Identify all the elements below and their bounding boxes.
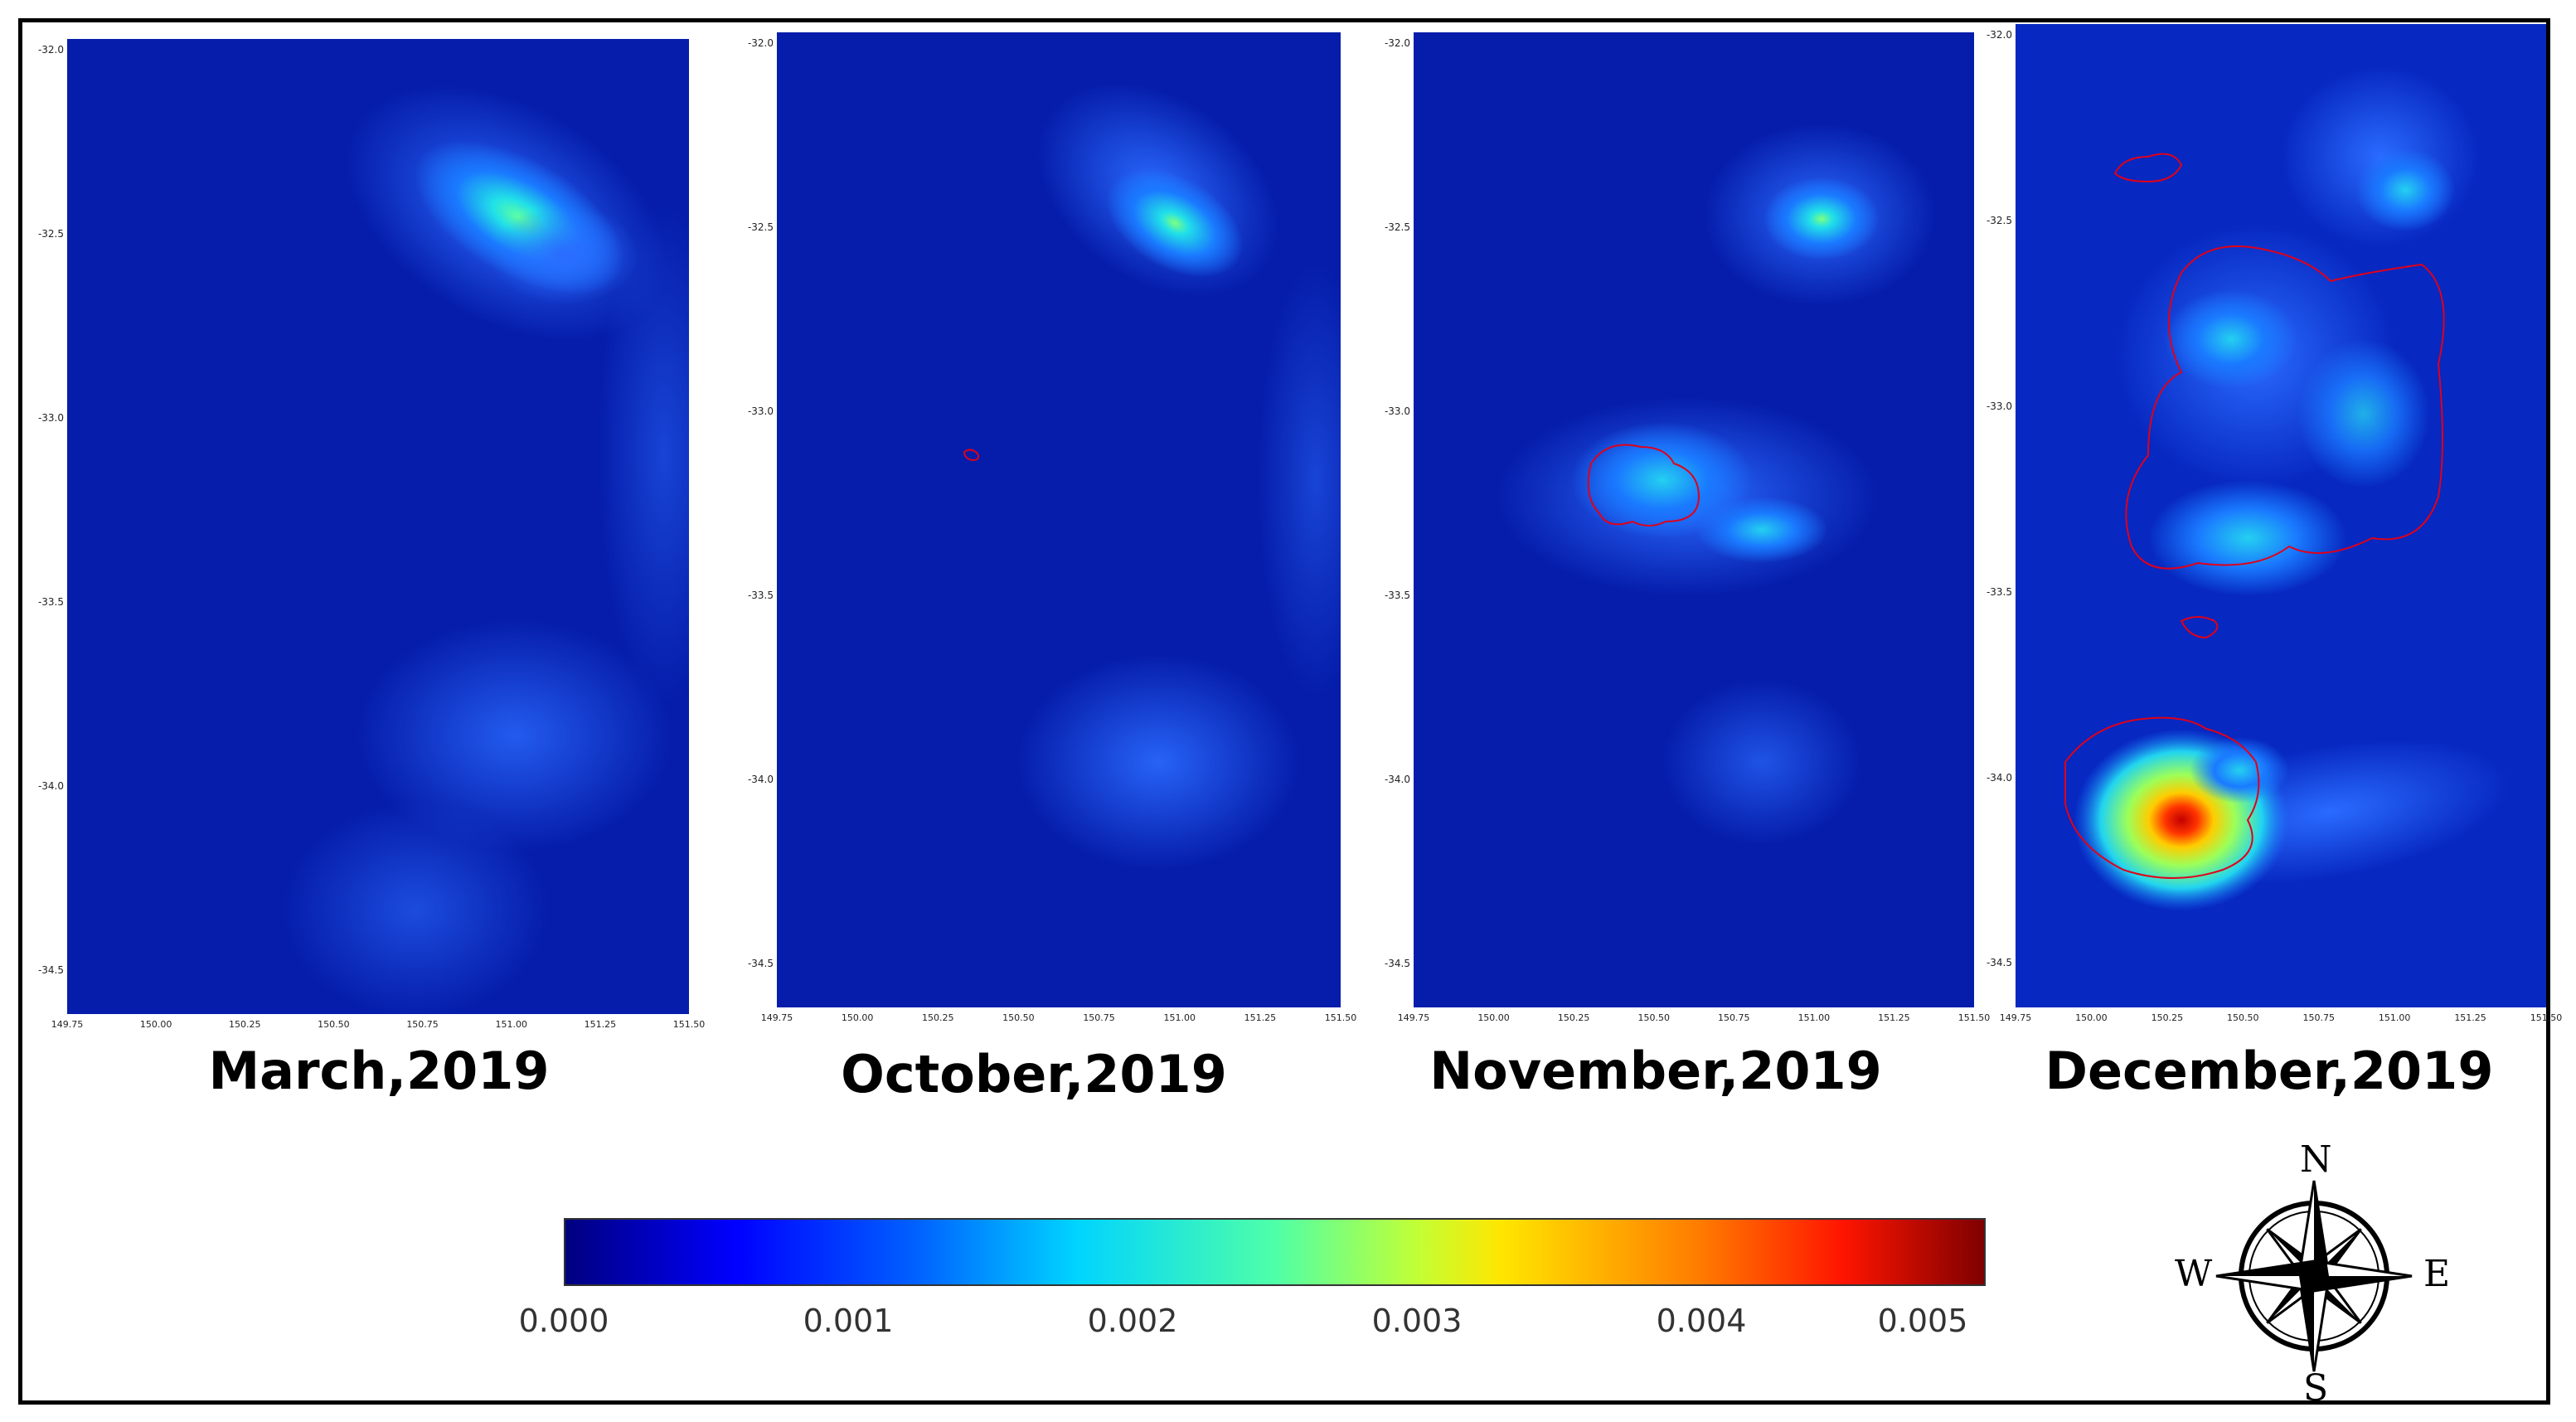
heatmap-november-svg [1414,32,1974,1007]
x-tick-label: 150.25 [1557,1012,1590,1023]
compass-east: E [2423,1253,2451,1295]
heatmap-october [777,32,1341,1007]
y-tick-label: -33.5 [37,595,64,608]
x-tick-label: 149.75 [1397,1012,1430,1023]
x-tick-label: 150.50 [318,1019,350,1030]
colorbar-gradient [564,1218,1986,1286]
x-tick-label: 150.25 [922,1012,954,1023]
x-tick-label: 150.00 [2075,1012,2108,1023]
x-tick-label: 150.75 [1718,1012,1750,1023]
x-tick-label: 151.50 [672,1019,706,1030]
y-tick-label: -33.0 [1384,405,1410,418]
heatmap-october-svg [777,32,1341,1007]
panel-title-november: November,2019 [1429,1041,1882,1101]
y-tick-label: -33.5 [1986,585,2012,598]
map-panel-december: December,2019 [1979,22,2551,1101]
colorbar-label-5: 0.005 [1877,1303,1968,1339]
y-tick-label: -34.0 [1986,771,2012,784]
compass-south: S [2303,1367,2329,1410]
panel-title-october: October,2019 [841,1044,1227,1104]
colorbar-label-0: 0.000 [518,1303,609,1339]
x-tick-label: 150.75 [406,1019,439,1030]
colorbar-label-4: 0.004 [1656,1303,1747,1339]
y-tick-label: -34.0 [747,773,774,785]
x-tick-label: 151.25 [1244,1012,1277,1023]
x-tick-label: 151.50 [1957,1012,1991,1023]
y-tick-label: -34.5 [1384,957,1410,969]
x-tick-label: 150.50 [2227,1012,2259,1023]
x-tick-label: 150.50 [1002,1012,1035,1023]
map-panel-october: October,2019 [735,22,1374,1104]
y-tick-label: -32.0 [1986,29,2012,41]
y-tick-label: -33.5 [1384,589,1410,601]
x-tick-label: 150.75 [2302,1012,2335,1023]
heatmap-march [67,39,689,1014]
y-tick-label: -33.5 [747,589,774,601]
y-tick-label: -32.0 [37,44,64,56]
figure-frame: March,2019 [18,18,2562,1410]
x-tick-label: 151.50 [2530,1012,2563,1023]
compass-north: N [2300,1138,2332,1181]
x-tick-label: 151.00 [1163,1012,1196,1023]
map-panel-november: November,2019 [1374,22,1974,1101]
y-tick-label: -32.5 [747,221,774,234]
x-tick-label: 151.00 [495,1019,527,1030]
x-tick-label: 150.25 [229,1019,261,1030]
heatmap-march-svg [67,39,689,1014]
y-tick-label: -34.0 [37,779,64,792]
y-tick-label: -32.0 [747,37,774,50]
compass-rose: N S W E [2175,1138,2450,1410]
colorbar-label-1: 0.001 [803,1303,894,1339]
compass-rose-icon [2215,1180,2413,1372]
y-tick-label: -32.5 [1384,221,1410,234]
x-tick-label: 151.50 [1324,1012,1357,1023]
x-tick-label: 151.00 [1797,1012,1831,1023]
compass-west: W [2175,1253,2213,1295]
x-tick-label: 150.25 [2151,1012,2184,1023]
x-tick-label: 151.25 [584,1019,617,1030]
heatmap-december [2016,24,2546,1007]
map-panel-march: March,2019 [22,22,711,1101]
colorbar: 0.000 0.001 0.002 0.003 0.004 0.005 [519,1193,1989,1359]
colorbar-label-2: 0.002 [1087,1303,1178,1339]
heatmap-november [1414,32,1974,1007]
y-tick-label: -34.5 [747,957,774,969]
colorbar-label-3: 0.003 [1371,1303,1463,1339]
panel-title-december: December,2019 [2045,1041,2494,1101]
y-tick-label: -32.5 [37,228,64,240]
x-tick-label: 151.25 [2454,1012,2486,1023]
y-tick-label: -33.0 [37,412,64,425]
y-tick-label: -33.0 [747,405,774,418]
x-tick-label: 149.75 [51,1019,84,1030]
x-tick-label: 151.25 [1878,1012,1910,1023]
y-tick-label: -34.5 [1986,957,2012,969]
y-tick-label: -32.5 [1986,215,2012,227]
heatmap-december-svg [2016,24,2546,1007]
x-tick-label: 149.75 [760,1012,793,1023]
y-tick-label: -33.0 [1986,400,2012,412]
x-tick-label: 150.00 [841,1012,874,1023]
x-tick-label: 151.00 [2378,1012,2411,1023]
x-tick-label: 150.75 [1083,1012,1115,1023]
x-tick-label: 150.00 [1477,1012,1510,1023]
x-tick-label: 149.75 [1999,1012,2032,1023]
y-tick-label: -34.5 [37,963,64,976]
y-tick-label: -34.0 [1384,773,1410,785]
panel-title-march: March,2019 [208,1041,550,1101]
x-tick-label: 150.00 [139,1019,172,1030]
y-tick-label: -32.0 [1384,37,1410,50]
x-tick-label: 150.50 [1637,1012,1670,1023]
